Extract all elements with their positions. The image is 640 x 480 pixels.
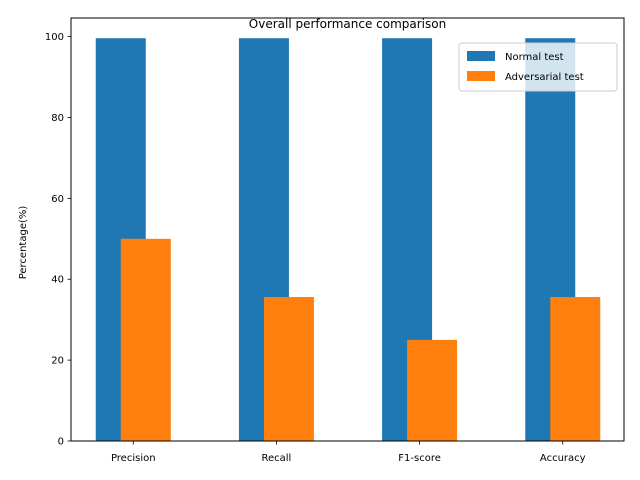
legend-label: Adversarial test — [505, 72, 584, 83]
bar-adversarial-accuracy — [550, 297, 601, 441]
plot-area — [95, 38, 601, 441]
x-tick-label: Precision — [111, 453, 156, 464]
x-tick-label: Accuracy — [540, 453, 586, 464]
y-tick-label: 100 — [45, 32, 64, 43]
y-tick-label: 60 — [51, 194, 64, 205]
bar-adversarial-f1-score — [407, 339, 458, 441]
legend-swatch — [467, 51, 495, 61]
legend-box — [458, 42, 618, 92]
legend-label: Normal test — [505, 52, 564, 63]
y-axis-label: Percentage(%) — [18, 206, 29, 280]
chart-title: Overall performance comparison — [249, 17, 446, 31]
plot-frame — [70, 17, 625, 442]
x-tick-label: Recall — [261, 453, 291, 464]
y-tick-label: 0 — [58, 437, 64, 448]
legend-swatch — [467, 71, 495, 81]
y-tick-label: 20 — [51, 356, 64, 367]
y-tick-label: 40 — [51, 275, 64, 286]
y-axis: 0 20 40 60 80 100 — [45, 32, 71, 448]
y-tick-label: 80 — [51, 113, 64, 124]
legend: Normal test Adversarial test — [458, 42, 618, 92]
x-axis: Precision Recall F1-score Accuracy — [111, 441, 586, 464]
bar-adversarial-recall — [263, 297, 314, 441]
x-tick-label: F1-score — [398, 453, 441, 464]
bar-adversarial-precision — [120, 238, 171, 441]
